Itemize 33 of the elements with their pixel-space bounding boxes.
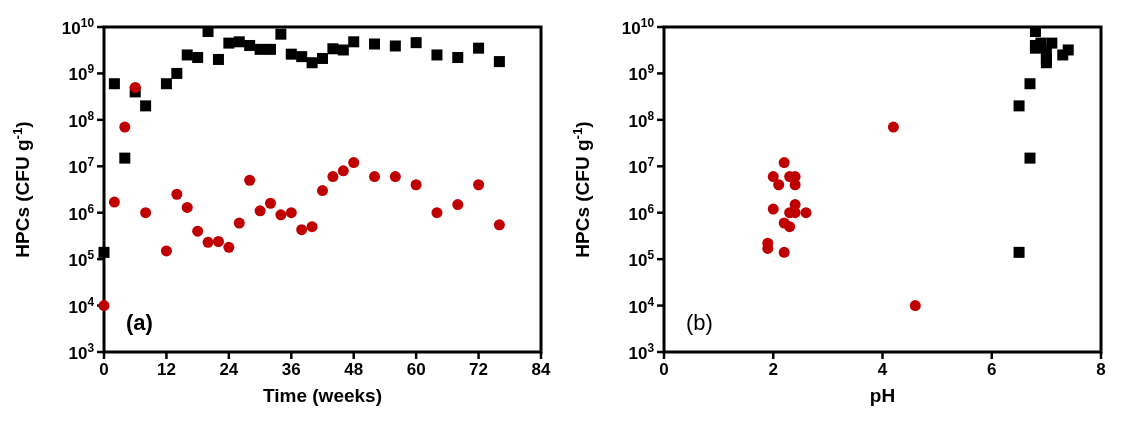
annotation: (b) bbox=[686, 310, 713, 335]
y-tick-label: 10$^{3}$ bbox=[628, 341, 655, 363]
x-tick-label: 60 bbox=[406, 360, 426, 379]
x-tick-label: 2 bbox=[768, 360, 778, 379]
x-tick-label: 36 bbox=[281, 360, 301, 379]
y-tick-label: 10$^{8}$ bbox=[628, 108, 655, 131]
y-tick-label: 10$^{6}$ bbox=[68, 201, 95, 224]
x-tick-label: 6 bbox=[987, 360, 997, 379]
annotation: (a) bbox=[126, 310, 153, 335]
y-tick-label: 10$^{7}$ bbox=[68, 155, 95, 178]
x-axis-title: pH bbox=[869, 385, 896, 406]
y-tick-label: 10$^{10}$ bbox=[621, 16, 655, 38]
y-tick-label: 10$^{5}$ bbox=[628, 248, 655, 271]
x-tick-label: 24 bbox=[219, 360, 239, 379]
x-tick-label: 4 bbox=[877, 360, 888, 379]
y-tick-label: 10$^{3}$ bbox=[68, 341, 95, 363]
y-tick-label: 10$^{9}$ bbox=[628, 62, 655, 85]
y-tick-label: 10$^{5}$ bbox=[68, 248, 95, 271]
x-tick-label: 8 bbox=[1096, 360, 1106, 379]
y-tick-label: 10$^{7}$ bbox=[628, 155, 655, 178]
y-tick-label: 10$^{9}$ bbox=[68, 62, 95, 85]
y-tick-label: 10$^{10}$ bbox=[61, 16, 95, 38]
x-tick-label: 72 bbox=[469, 360, 489, 379]
x-tick-label: 0 bbox=[659, 360, 669, 379]
x-tick-label: 84 bbox=[531, 360, 551, 379]
y-tick-label: 10$^{6}$ bbox=[628, 201, 655, 224]
x-tick-label: 0 bbox=[99, 360, 109, 379]
y-tick-label: 10$^{8}$ bbox=[68, 108, 95, 131]
x-tick-label: 48 bbox=[344, 360, 364, 379]
y-tick-label: 10$^{4}$ bbox=[68, 294, 95, 317]
y-tick-label: 10$^{4}$ bbox=[628, 294, 655, 317]
x-tick-label: 12 bbox=[156, 360, 176, 379]
x-axis-title: Time (weeks) bbox=[263, 385, 382, 406]
